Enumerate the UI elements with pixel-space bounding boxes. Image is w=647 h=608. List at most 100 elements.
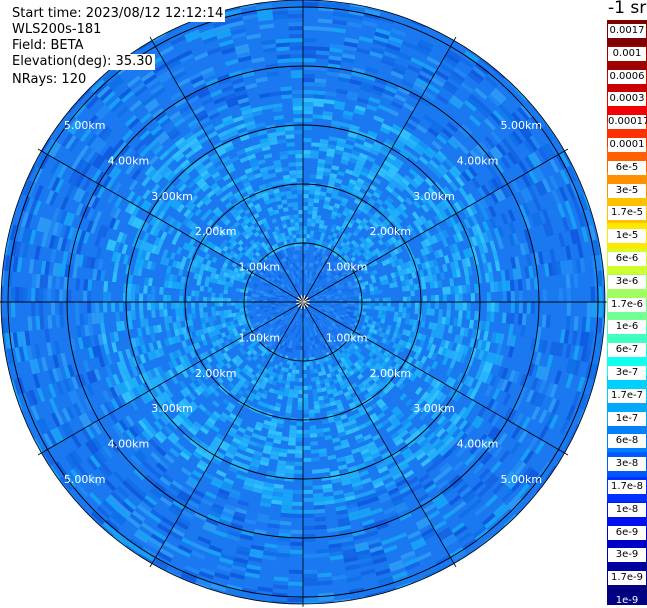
heatmap-cell — [224, 285, 229, 290]
heatmap-cell — [303, 598, 319, 602]
heatmap-cell — [381, 315, 386, 320]
heatmap-cell — [292, 514, 303, 518]
heatmap-cell — [31, 302, 35, 316]
heatmap-cell — [179, 296, 183, 303]
heatmap-cell — [227, 310, 232, 314]
heatmap-cell — [299, 234, 303, 238]
heatmap-cell — [427, 302, 431, 309]
heatmap-cell — [219, 293, 223, 298]
heatmap-cell — [491, 302, 495, 312]
heatmap-cell — [291, 186, 297, 190]
heatmap-cell — [163, 295, 167, 302]
heatmap-cell — [474, 311, 479, 320]
heatmap-cell — [289, 42, 303, 46]
heatmap-cell — [11, 302, 15, 317]
heatmap-cell — [291, 226, 295, 231]
heatmap-cell — [292, 194, 298, 199]
heatmap-cell — [188, 314, 193, 320]
heatmap-cell — [407, 296, 411, 302]
heatmap-cell — [300, 350, 303, 354]
heatmap-cell — [467, 302, 471, 311]
heatmap-cell — [290, 178, 297, 183]
heatmap-cell — [287, 227, 292, 232]
heatmap-cell — [307, 386, 312, 390]
heatmap-cell — [292, 90, 303, 94]
heatmap-cell — [286, 405, 292, 410]
heatmap-cell — [293, 206, 298, 210]
heatmap-cell — [314, 409, 320, 414]
heatmap-cell — [315, 187, 321, 192]
heatmap-cell — [223, 310, 228, 315]
heatmap-cell — [296, 434, 303, 438]
heatmap-cell — [406, 313, 411, 319]
heatmap-cell — [180, 283, 185, 290]
heatmap-cell — [155, 302, 159, 310]
heatmap-cell — [303, 526, 315, 530]
heatmap-cell — [298, 350, 301, 354]
heatmap-cell — [303, 250, 306, 254]
heatmap-cell — [410, 290, 414, 296]
heatmap-cell — [292, 365, 296, 369]
heatmap-cell — [314, 191, 320, 196]
heatmap-cell — [298, 258, 301, 262]
heatmap-cell — [305, 262, 307, 266]
heatmap-cell — [459, 302, 463, 310]
heatmap-cell — [151, 286, 156, 294]
heatmap-cell — [83, 291, 87, 303]
heatmap-cell — [285, 413, 291, 418]
heatmap-cell — [311, 457, 320, 462]
heatmap-cell — [511, 291, 515, 302]
heatmap-cell — [523, 290, 527, 302]
heatmap-cell — [299, 226, 303, 230]
heatmap-cell — [435, 302, 439, 309]
heatmap-cell — [314, 505, 325, 510]
heatmap-cell — [211, 297, 215, 302]
heatmap-cell — [503, 291, 507, 302]
heatmap-cell — [282, 501, 293, 506]
heatmap-cell — [297, 186, 303, 190]
heatmap-cell — [370, 291, 374, 295]
heatmap-cell — [313, 397, 319, 402]
heatmap-cell — [91, 302, 95, 313]
heatmap-cell — [208, 287, 213, 292]
heatmap-cell — [55, 289, 59, 302]
heatmap-cell — [343, 297, 347, 300]
heatmap-cell — [291, 70, 303, 74]
heatmap-cell — [180, 315, 185, 322]
heatmap-cell — [303, 90, 314, 94]
heatmap-cell — [355, 296, 359, 299]
heatmap-cell — [147, 302, 151, 310]
heatmap-cell — [314, 199, 320, 204]
heatmap-cell — [306, 246, 309, 250]
heatmap-cell — [351, 302, 355, 305]
heatmap-cell — [383, 306, 387, 311]
heatmap-cell — [286, 195, 292, 200]
heatmap-cell — [286, 409, 292, 414]
heatmap-cell — [231, 302, 235, 306]
heatmap-cell — [303, 550, 316, 554]
heatmap-cell — [307, 222, 311, 226]
heatmap-cell — [95, 313, 100, 324]
heatmap-cell — [312, 469, 321, 474]
heatmap-cell — [131, 293, 135, 302]
heatmap-cell — [87, 302, 91, 313]
heatmap-cell — [311, 154, 319, 159]
heatmap-cell — [410, 285, 415, 291]
heatmap-cell — [293, 110, 303, 114]
heatmap-cell — [99, 313, 104, 324]
heatmap-cell — [309, 361, 313, 365]
heatmap-cell — [219, 298, 223, 302]
heatmap-cell — [455, 294, 459, 302]
heatmap-cell — [490, 282, 495, 292]
heatmap-cell — [455, 302, 459, 310]
heatmap-cell — [311, 449, 319, 454]
heatmap-cell — [303, 206, 308, 210]
heatmap-cell — [303, 574, 317, 578]
heatmap-cell — [458, 310, 463, 319]
heatmap-cell — [287, 449, 295, 454]
heatmap-cell — [87, 291, 91, 302]
heatmap-cell — [308, 198, 314, 202]
heatmap-cell — [220, 315, 225, 320]
heatmap-cell — [286, 191, 292, 196]
heatmap-cell — [306, 362, 310, 366]
